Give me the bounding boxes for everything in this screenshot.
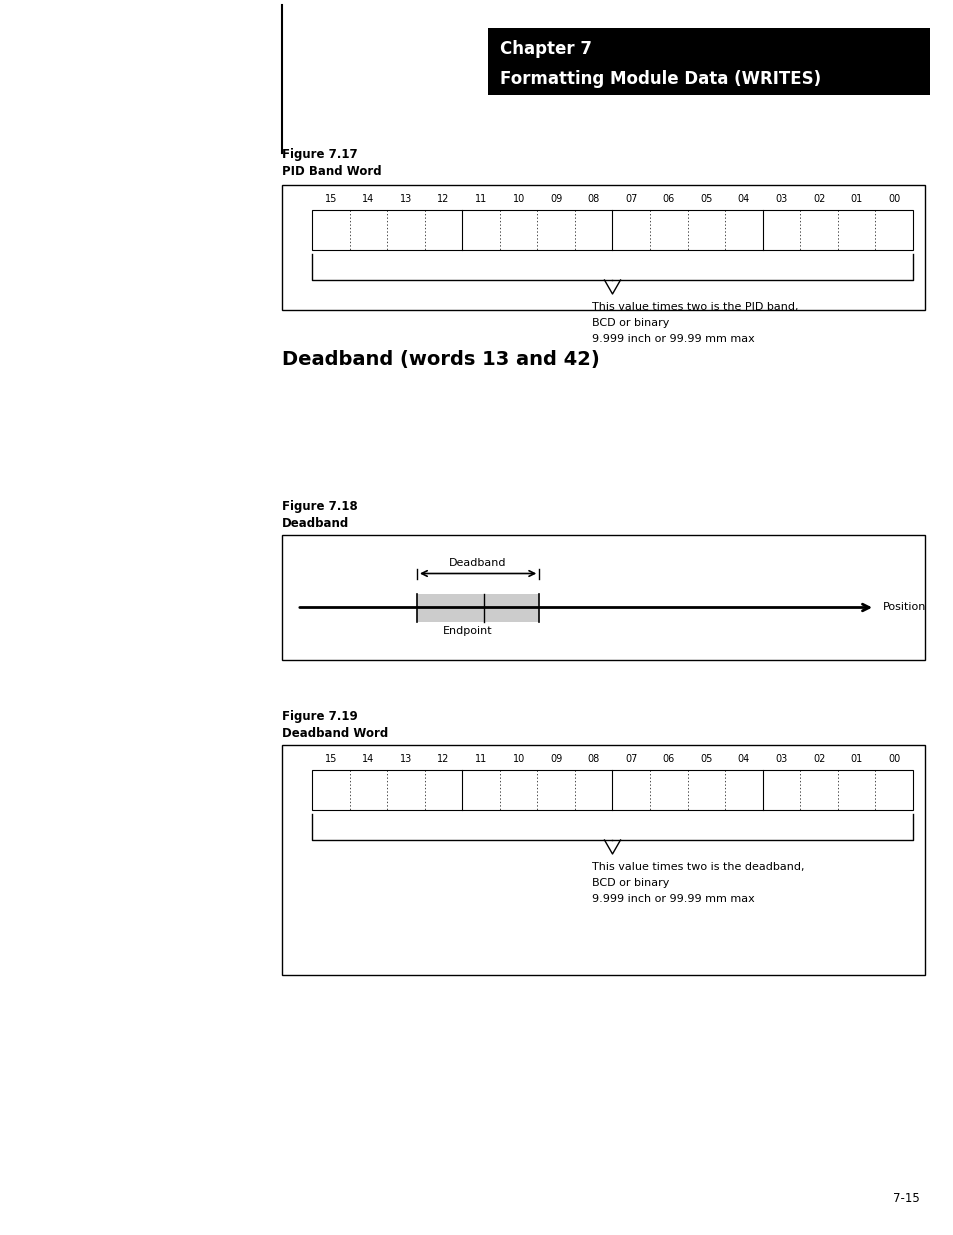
- Text: 7-15: 7-15: [892, 1192, 919, 1205]
- Text: 04: 04: [737, 755, 749, 764]
- Text: BCD or binary: BCD or binary: [592, 878, 669, 888]
- Text: 11: 11: [475, 755, 487, 764]
- Text: Deadband (words 13 and 42): Deadband (words 13 and 42): [282, 350, 599, 369]
- Text: Position: Position: [882, 603, 925, 613]
- Text: 10: 10: [512, 755, 524, 764]
- Text: This value times two is the deadband,: This value times two is the deadband,: [592, 862, 804, 872]
- Text: Deadband Word: Deadband Word: [282, 727, 388, 740]
- Text: 04: 04: [737, 194, 749, 204]
- Text: 01: 01: [850, 755, 862, 764]
- Text: 08: 08: [587, 755, 599, 764]
- Text: This value times two is the PID band,: This value times two is the PID band,: [592, 303, 799, 312]
- Text: 06: 06: [662, 194, 675, 204]
- Text: 12: 12: [436, 194, 449, 204]
- Text: 13: 13: [399, 194, 412, 204]
- Bar: [282, 535, 924, 659]
- Text: 9.999 inch or 99.99 mm max: 9.999 inch or 99.99 mm max: [592, 894, 755, 904]
- Text: 12: 12: [436, 755, 449, 764]
- Text: 00: 00: [887, 194, 900, 204]
- Text: PID Band Word: PID Band Word: [282, 165, 381, 178]
- Text: Deadband: Deadband: [449, 557, 506, 568]
- Text: 07: 07: [624, 194, 637, 204]
- Text: 14: 14: [362, 194, 375, 204]
- Text: BCD or binary: BCD or binary: [592, 317, 669, 329]
- Text: 06: 06: [662, 755, 675, 764]
- Text: 05: 05: [700, 755, 712, 764]
- Text: Formatting Module Data (WRITES): Formatting Module Data (WRITES): [499, 70, 821, 88]
- Text: 09: 09: [550, 755, 561, 764]
- Text: 13: 13: [399, 755, 412, 764]
- Text: 15: 15: [324, 755, 336, 764]
- Text: Chapter 7: Chapter 7: [499, 40, 592, 58]
- Text: 07: 07: [624, 755, 637, 764]
- Text: Deadband: Deadband: [282, 517, 349, 530]
- Text: Endpoint: Endpoint: [443, 625, 493, 636]
- Text: Figure 7.19: Figure 7.19: [282, 710, 357, 722]
- Text: 08: 08: [587, 194, 599, 204]
- Text: 01: 01: [850, 194, 862, 204]
- Bar: [312, 210, 912, 249]
- Text: 03: 03: [775, 194, 787, 204]
- Text: 05: 05: [700, 194, 712, 204]
- Bar: [282, 185, 924, 310]
- Text: 00: 00: [887, 755, 900, 764]
- Text: Figure 7.18: Figure 7.18: [282, 500, 357, 513]
- Bar: [312, 769, 912, 810]
- Text: 09: 09: [550, 194, 561, 204]
- Text: 02: 02: [812, 755, 824, 764]
- Text: 14: 14: [362, 755, 375, 764]
- Bar: [416, 594, 538, 621]
- Text: 11: 11: [475, 194, 487, 204]
- Text: 9.999 inch or 99.99 mm max: 9.999 inch or 99.99 mm max: [592, 333, 755, 345]
- Bar: [282, 745, 924, 974]
- Text: 15: 15: [324, 194, 336, 204]
- Bar: [488, 28, 929, 95]
- Text: 02: 02: [812, 194, 824, 204]
- Text: Figure 7.17: Figure 7.17: [282, 148, 357, 161]
- Text: 03: 03: [775, 755, 787, 764]
- Text: 10: 10: [512, 194, 524, 204]
